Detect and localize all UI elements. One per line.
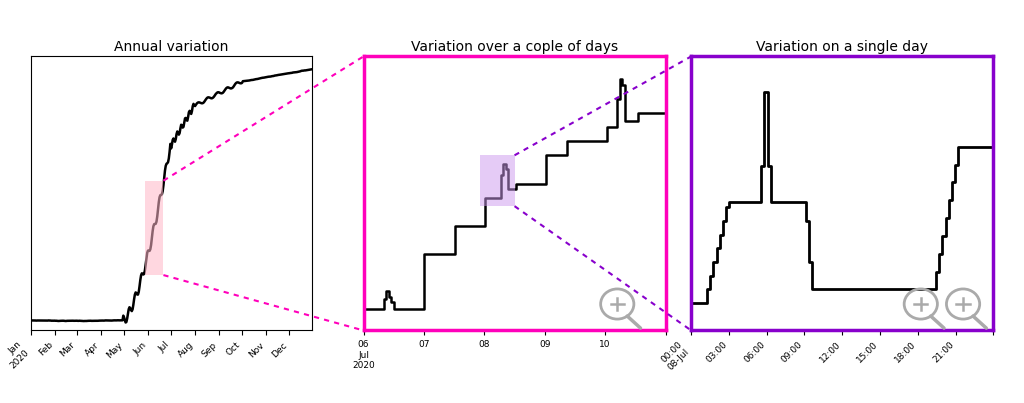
Title: Annual variation: Annual variation [115, 40, 228, 54]
Bar [479, 155, 514, 206]
Title: Variation on a single day: Variation on a single day [757, 40, 928, 54]
Title: Variation over a cople of days: Variation over a cople of days [411, 40, 618, 54]
Bar [145, 181, 164, 275]
